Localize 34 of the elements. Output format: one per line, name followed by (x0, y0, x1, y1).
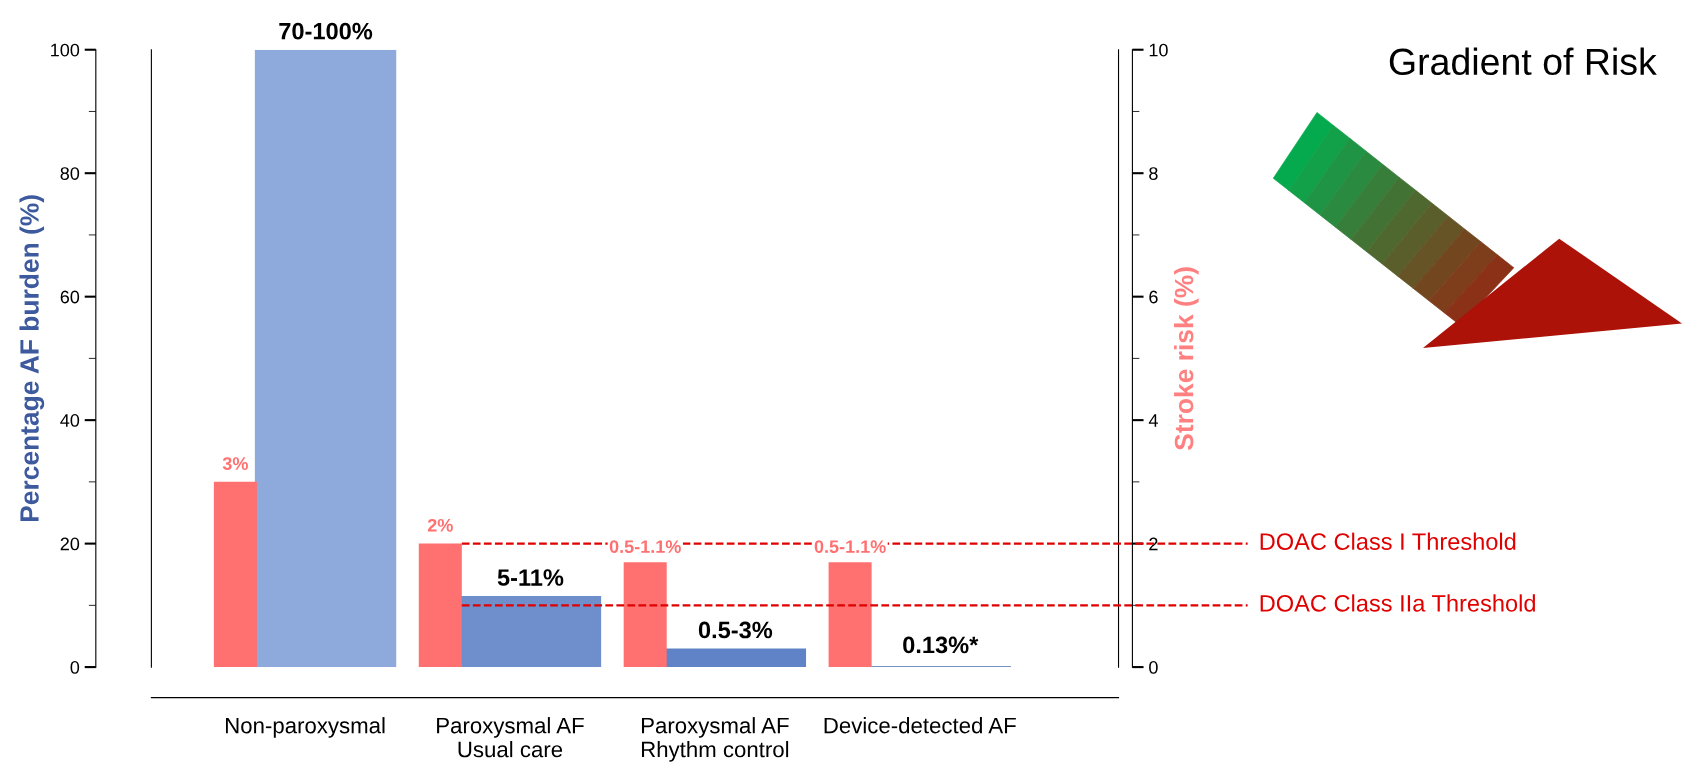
bar (664, 648, 807, 668)
y2-tick-label: 10 (1149, 43, 1168, 57)
annotation: 0.5-3% (698, 621, 773, 639)
annotation: 70-100% (279, 22, 373, 40)
y-tick-label: 100 (51, 43, 80, 57)
annotation: 0.5-1.1% (609, 540, 681, 554)
bar (213, 481, 257, 668)
y-tick-label: 80 (60, 167, 80, 180)
bar (418, 543, 462, 668)
bar (254, 49, 397, 668)
annotation: 5-11% (497, 569, 564, 586)
annotation: 0.5-1.1% (814, 540, 886, 554)
y-tick-label: 0 (70, 661, 80, 674)
data-label: 2% (427, 518, 453, 532)
y2-tick-label: 8 (1149, 167, 1158, 180)
y-tick-label: 40 (60, 414, 80, 427)
bar (623, 562, 667, 668)
y-tick-label: 60 (60, 290, 80, 304)
bar (828, 562, 872, 668)
x-tick-label: Device-detected AF (824, 717, 1016, 734)
x-tick-label: Paroxysmal AF Rhythm control (641, 717, 789, 762)
x-tick-label: Paroxysmal AF Usual care (437, 717, 584, 758)
y2-tick-label: 0 (1149, 661, 1158, 674)
y2-axis-title: Stroke risk (%) (1174, 267, 1199, 451)
data-label: 0.13%* (903, 636, 979, 654)
y-tick-label: 20 (60, 537, 80, 551)
data-label: 3% (222, 457, 248, 470)
y2-tick-label: 6 (1149, 290, 1158, 304)
ref-line-label: DOAC Class I Threshold (1260, 532, 1516, 550)
ref-line-label: DOAC Class IIa Threshold (1260, 594, 1535, 612)
y2-tick-label: 4 (1148, 414, 1158, 427)
text: Gradient of Risk (1389, 47, 1657, 76)
x-tick-label: Non-paroxysmal (225, 717, 385, 738)
y-axis-title: Percentage AF burden (%) (19, 195, 45, 522)
